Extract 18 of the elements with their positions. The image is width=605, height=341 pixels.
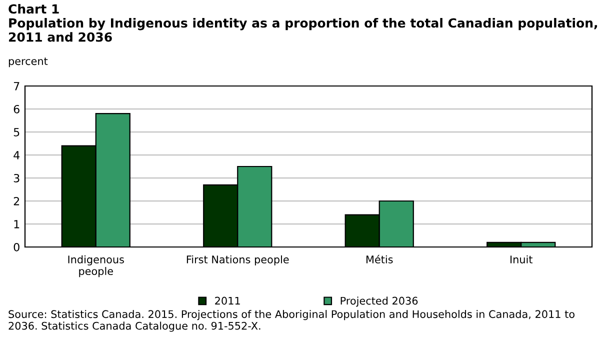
y-tick-label: 1 [14, 220, 20, 228]
y-tick-label: 6 [14, 104, 20, 114]
y-tick-label: 2 [14, 196, 20, 206]
x-tick-label: First Nations people [186, 255, 289, 266]
y-axis-title: percent [8, 58, 48, 68]
x-tick-label: Indigenous people [68, 255, 124, 278]
source-note: Source: Statistics Canada. 2015. Projections of the Aboriginal Population and Households in Canada, 2011 to 2036. Statistics Canada Catalogue no. 91-552-X. [8, 310, 574, 332]
y-tick-label: 5 [14, 128, 20, 136]
y-tick-label: 4 [14, 151, 20, 160]
y-tick-label: 7 [14, 82, 20, 90]
legend-label: Projected 2036 [340, 296, 418, 307]
chart-title: Chart 1 [8, 4, 59, 14]
y-tick-label: 0 [14, 242, 20, 252]
x-tick-label: Inuit [510, 255, 533, 264]
legend-label: 2011 [215, 296, 240, 305]
chart-subtitle: Population by Indigenous identity as a proportion of the total Canadian population, 2011 and 2036 [8, 18, 597, 42]
y-tick-label: 3 [14, 174, 20, 182]
x-tick-label: Métis [366, 254, 393, 264]
